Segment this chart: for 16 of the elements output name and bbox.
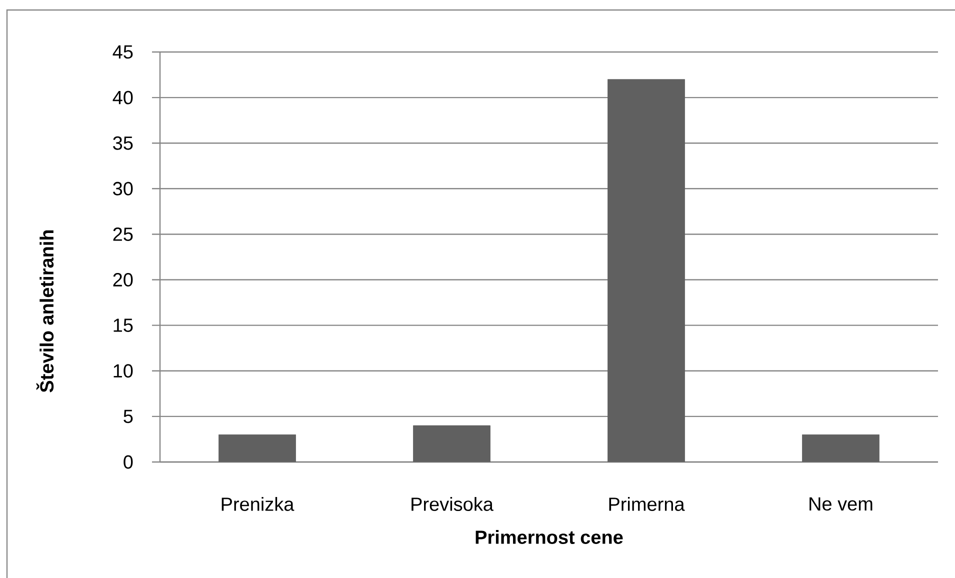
y-tick-label: 15: [114, 318, 133, 332]
y-tick-label: 5: [124, 410, 133, 424]
x-tick-label: Ne vem: [810, 497, 872, 511]
y-tick-label: 40: [112, 90, 133, 104]
x-axis-title: Primernost cene: [476, 530, 623, 544]
y-tick-label: 20: [113, 273, 133, 287]
y-tick-label: 45: [112, 45, 133, 59]
y-tick-label: 10: [114, 364, 133, 378]
y-tick-label: 25: [113, 227, 133, 241]
x-tick-label: Prenizka: [222, 497, 294, 511]
y-tick-label: 35: [113, 136, 133, 150]
x-tick-label: Primerna: [609, 497, 685, 511]
y-tick-label: 0: [124, 455, 133, 469]
x-tick-label: Previsoka: [412, 497, 494, 511]
y-tick-label: 30: [113, 182, 133, 196]
y-axis-title: Število anletiranih: [36, 230, 54, 392]
